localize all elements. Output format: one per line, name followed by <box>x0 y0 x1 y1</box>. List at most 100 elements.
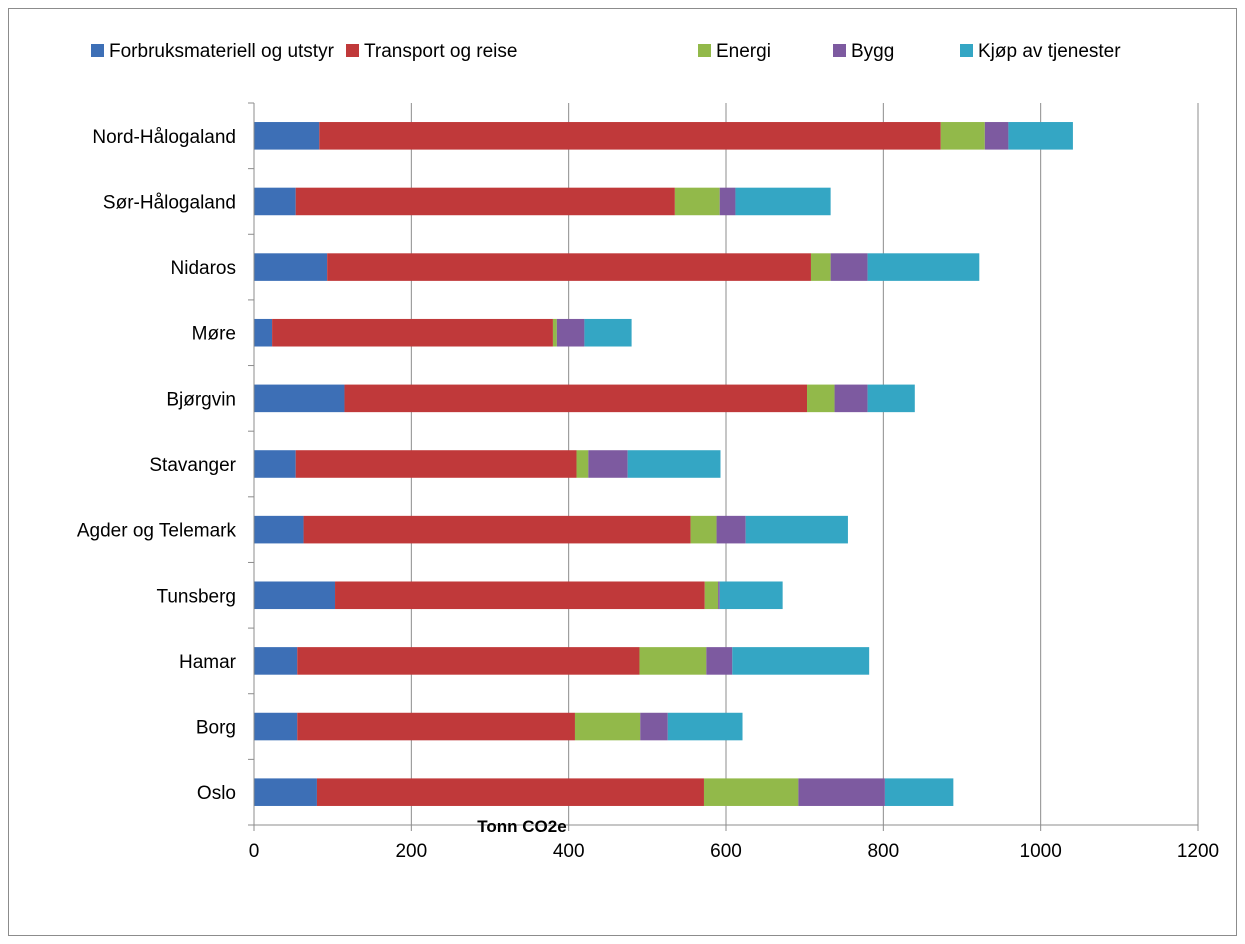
bar-stavanger-transport-og-reise <box>295 450 577 478</box>
bar-bjorgvin-kjop-av-tjenester <box>867 384 915 413</box>
bar-nord-halogaland-energi <box>940 122 985 150</box>
bar-sor-halogaland-transport-og-reise <box>295 187 675 216</box>
bar-group-borg <box>254 712 743 741</box>
bar-borg-transport-og-reise <box>297 712 575 741</box>
bar-nord-halogaland-bygg <box>984 122 1009 150</box>
bar-sor-halogaland-bygg <box>719 187 736 216</box>
legend: Forbruksmateriell og utstyr Transport og … <box>91 41 1121 62</box>
bar-oslo-kjop-av-tjenester <box>884 778 954 806</box>
x-tick-label-600: 600 <box>710 841 742 862</box>
x-tick-label-0: 0 <box>249 841 260 862</box>
bar-oslo-energi <box>703 778 799 806</box>
bar-nidaros-transport-og-reise <box>327 253 811 281</box>
bar-bjorgvin-transport-og-reise <box>344 384 808 413</box>
bar-stavanger-energi <box>576 450 589 478</box>
axis-labels: Tonn CO2e <box>477 817 566 836</box>
legend-label: Bygg <box>851 41 894 62</box>
bar-more-transport-og-reise <box>272 318 553 347</box>
bar-stavanger-kjop-av-tjenester <box>627 450 721 478</box>
x-tick-label-400: 400 <box>553 841 585 862</box>
bar-sor-halogaland-energi <box>674 187 720 216</box>
legend-item-forbruksmateriell-og-utstyr: Forbruksmateriell og utstyr <box>91 41 335 62</box>
bar-oslo-bygg <box>798 778 885 806</box>
bar-sor-halogaland-kjop-av-tjenester <box>735 187 831 216</box>
bar-stavanger-forbruksmateriell-og-utstyr <box>254 450 296 478</box>
bars <box>254 122 1073 806</box>
bar-hamar-bygg <box>706 647 733 675</box>
bar-agder-og-telemark-forbruksmateriell-og-utstyr <box>254 515 304 544</box>
bar-nidaros-kjop-av-tjenester <box>867 253 980 281</box>
bar-agder-og-telemark-energi <box>690 515 717 544</box>
chart-frame: Forbruksmateriell og utstyr Transport og … <box>8 8 1237 936</box>
legend-label: Kjøp av tjenester <box>978 41 1121 62</box>
y-category-label-hamar: Hamar <box>179 652 237 673</box>
y-category-label-bjorgvin: Bjørgvin <box>166 389 236 410</box>
legend-label: Forbruksmateriell og utstyr <box>109 41 335 62</box>
stacked-bar-chart: Forbruksmateriell og utstyr Transport og … <box>77 41 1219 862</box>
bar-tunsberg-transport-og-reise <box>335 581 705 610</box>
bar-nidaros-forbruksmateriell-og-utstyr <box>254 253 328 281</box>
bar-borg-kjop-av-tjenester <box>667 712 743 741</box>
y-category-label-sor-halogaland: Sør-Hålogaland <box>103 192 236 213</box>
y-category-label-agder-og-telemark: Agder og Telemark <box>77 521 237 542</box>
gridlines <box>410 103 1199 825</box>
bar-more-energi <box>552 318 557 347</box>
y-category-label-borg: Borg <box>196 718 236 739</box>
bar-group-nord-halogaland <box>254 122 1073 150</box>
y-category-label-oslo: Oslo <box>197 783 236 804</box>
bar-borg-energi <box>574 712 641 741</box>
bar-sor-halogaland-forbruksmateriell-og-utstyr <box>254 187 296 216</box>
bar-more-forbruksmateriell-og-utstyr <box>254 318 273 347</box>
legend-swatch <box>960 44 973 57</box>
bar-nidaros-bygg <box>830 253 868 281</box>
legend-item-energi: Energi <box>698 41 771 62</box>
bar-group-hamar <box>254 647 870 675</box>
axes: 0 200 400 600 800 1000 1200 Nord-Hålogaland Sør-… <box>77 102 1219 862</box>
legend-swatch <box>833 44 846 57</box>
legend-swatch <box>91 44 104 57</box>
bar-borg-bygg <box>640 712 668 741</box>
legend-item-transport-og-reise: Transport og reise <box>346 41 517 62</box>
bar-agder-og-telemark-transport-og-reise <box>303 515 691 544</box>
bar-bjorgvin-energi <box>807 384 835 413</box>
bar-tunsberg-energi <box>704 581 719 610</box>
legend-label: Energi <box>716 41 771 62</box>
y-category-label-stavanger: Stavanger <box>149 455 236 476</box>
bar-group-tunsberg <box>254 581 783 610</box>
bar-borg-forbruksmateriell-og-utstyr <box>254 712 298 741</box>
bar-oslo-transport-og-reise <box>316 778 704 806</box>
bar-oslo-forbruksmateriell-og-utstyr <box>254 778 317 806</box>
y-category-label-more: Møre <box>192 324 236 345</box>
bar-nord-halogaland-kjop-av-tjenester <box>1008 122 1073 150</box>
bar-tunsberg-forbruksmateriell-og-utstyr <box>254 581 336 610</box>
bar-tunsberg-bygg <box>718 581 720 610</box>
bar-group-sor-halogaland <box>254 187 831 216</box>
bar-hamar-energi <box>639 647 707 675</box>
bar-nidaros-energi <box>810 253 831 281</box>
x-tick-label-800: 800 <box>867 841 899 862</box>
bar-group-bjorgvin <box>254 384 915 413</box>
bar-agder-og-telemark-bygg <box>716 515 746 544</box>
bar-bjorgvin-forbruksmateriell-og-utstyr <box>254 384 345 413</box>
y-category-label-nidaros: Nidaros <box>171 258 236 279</box>
legend-label: Transport og reise <box>364 41 517 62</box>
bar-hamar-transport-og-reise <box>297 647 640 675</box>
y-category-label-nord-halogaland: Nord-Hålogaland <box>92 127 236 148</box>
x-tick-label-200: 200 <box>395 841 427 862</box>
x-tick-label-1000: 1000 <box>1020 841 1062 862</box>
bar-group-stavanger <box>254 450 721 478</box>
bar-group-agder-og-telemark <box>254 515 848 544</box>
bar-tunsberg-kjop-av-tjenester <box>719 581 783 610</box>
legend-swatch <box>698 44 711 57</box>
bar-stavanger-bygg <box>588 450 628 478</box>
bar-group-nidaros <box>254 253 980 281</box>
bar-nord-halogaland-forbruksmateriell-og-utstyr <box>254 122 320 150</box>
legend-item-bygg: Bygg <box>833 41 894 62</box>
bar-hamar-kjop-av-tjenester <box>732 647 870 675</box>
bar-bjorgvin-bygg <box>834 384 868 413</box>
y-category-label-tunsberg: Tunsberg <box>156 586 236 607</box>
bar-agder-og-telemark-kjop-av-tjenester <box>745 515 848 544</box>
bar-more-bygg <box>556 318 585 347</box>
bar-group-more <box>254 318 632 347</box>
bar-more-kjop-av-tjenester <box>584 318 632 347</box>
